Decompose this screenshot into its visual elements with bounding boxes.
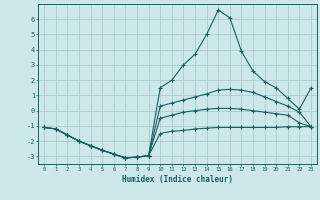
X-axis label: Humidex (Indice chaleur): Humidex (Indice chaleur)	[122, 175, 233, 184]
